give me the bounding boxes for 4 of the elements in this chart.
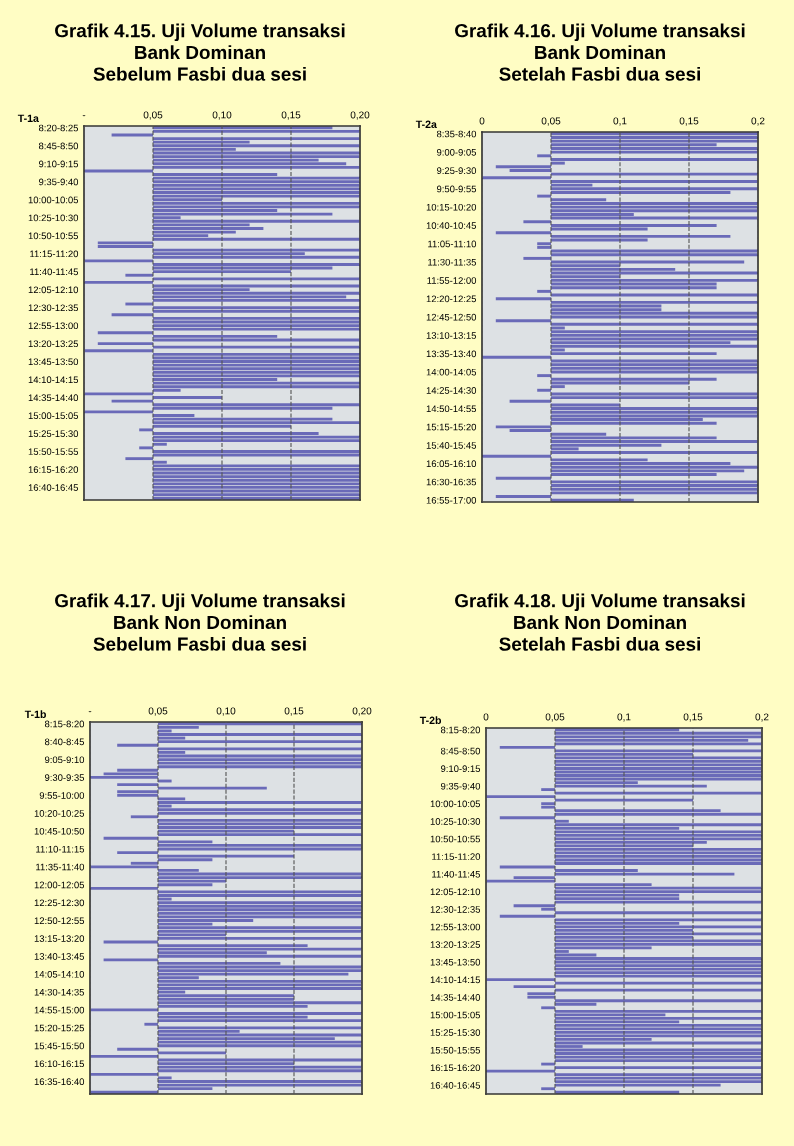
chart-title: Grafik 4.15. Uji Volume transaksi Bank Dominan Sebelum Fasbi dua sesi [55,23,345,81]
chart-title: Grafik 4.16. Uji Volume transaksi Bank Dominan Setelah Fasbi dua sesi [455,23,745,81]
chart-title: Grafik 4.18. Uji Volume transaksi Bank Non Dominan Setelah Fasbi dua sesi [455,593,745,651]
chart-title: Grafik 4.17. Uji Volume transaksi Bank Non Dominan Sebelum Fasbi dua sesi [55,593,345,651]
